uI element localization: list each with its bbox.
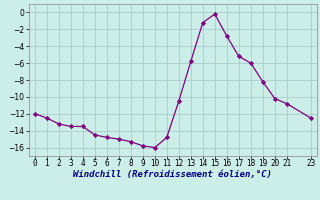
X-axis label: Windchill (Refroidissement éolien,°C): Windchill (Refroidissement éolien,°C) bbox=[73, 170, 272, 179]
